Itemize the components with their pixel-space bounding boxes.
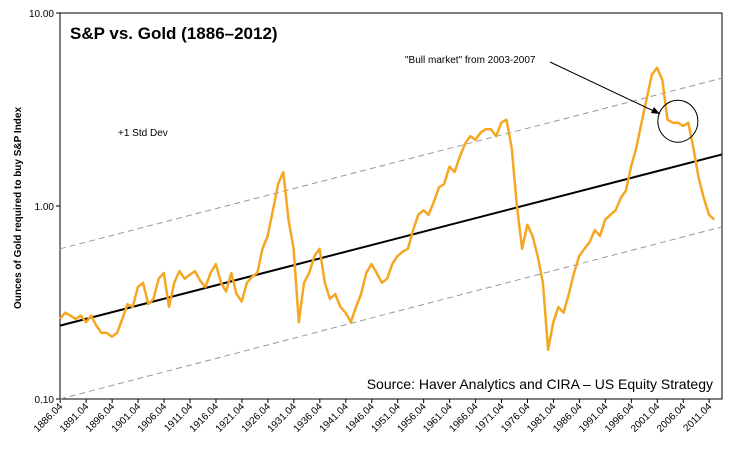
- std-dev-band-line: [59, 226, 723, 400]
- y-tick-label: 1.00: [35, 202, 55, 213]
- y-tick-label: 10.00: [29, 9, 54, 20]
- y-tick-label: 0.10: [35, 395, 55, 406]
- bull-market-label: "Bull market" from 2003-2007: [405, 55, 536, 66]
- std-dev-band-line: [59, 77, 723, 250]
- bull-market-arrow: [549, 61, 661, 115]
- std-dev-bands: [59, 77, 723, 400]
- series-group: [59, 66, 716, 351]
- bull-market-arrowhead: [651, 107, 660, 114]
- source-note: Source: Haver Analytics and CIRA – US Eq…: [367, 376, 713, 392]
- x-tick-label: 2011.04: [682, 401, 715, 434]
- source-box: [352, 370, 716, 394]
- std-dev-label: +1 Std Dev: [118, 128, 168, 139]
- y-axis-label: Ounces of Gold required to buy S&P Index: [13, 107, 24, 310]
- x-axis: 1886.041891.041896.041901.041906.041911.…: [32, 399, 715, 435]
- series-line-sp-gold-ratio: [59, 66, 716, 351]
- bull-market-circle: [657, 99, 699, 143]
- y-axis: 10.00 1.00 0.10: [29, 9, 60, 406]
- chart-title: S&P vs. Gold (1886–2012): [70, 24, 278, 43]
- plot-area: [59, 12, 723, 400]
